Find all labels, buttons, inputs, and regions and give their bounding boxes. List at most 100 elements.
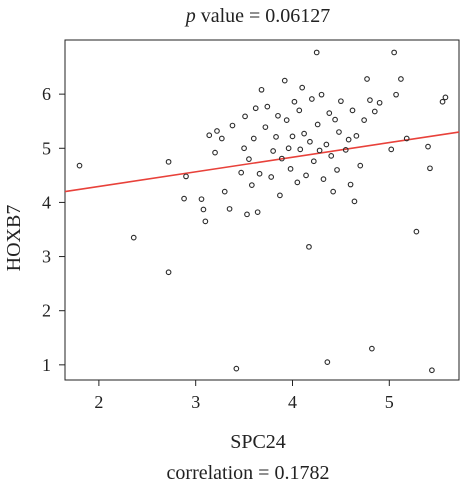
y-tick-label: 1 [42, 355, 51, 375]
data-point [252, 105, 259, 112]
data-point [241, 145, 247, 152]
data-point [345, 136, 352, 143]
data-point [398, 76, 404, 82]
data-point [277, 192, 283, 199]
data-point [264, 103, 271, 110]
data-point [303, 172, 309, 179]
x-tick-label: 4 [288, 392, 297, 412]
data-point [130, 234, 137, 241]
data-point [278, 155, 285, 162]
data-point [296, 107, 303, 114]
data-point [165, 158, 172, 165]
data-point [289, 133, 296, 140]
data-point [281, 77, 288, 84]
data-point [242, 113, 248, 120]
data-point [314, 121, 321, 128]
data-point [310, 158, 317, 165]
data-point [287, 166, 294, 172]
data-point [351, 198, 358, 205]
x-axis: 2 3 4 5 [94, 380, 394, 412]
data-point [313, 49, 320, 56]
data-point [332, 116, 338, 123]
data-point [200, 206, 207, 213]
data-point [244, 211, 250, 218]
x-tick-label: 2 [94, 392, 103, 412]
data-point [283, 117, 290, 123]
data-point [413, 228, 420, 235]
x-tick-label: 5 [385, 392, 394, 412]
data-point [309, 96, 315, 102]
data-point [427, 165, 433, 172]
data-point [165, 269, 172, 276]
data-point [307, 138, 313, 145]
data-point [256, 170, 263, 177]
data-point [347, 181, 354, 188]
data-point [324, 359, 331, 365]
data-point [330, 188, 337, 195]
chart-title-p: p [184, 5, 196, 27]
data-point [299, 84, 306, 91]
data-point [198, 196, 205, 203]
data-point [371, 108, 378, 115]
fit-line-layer [64, 131, 460, 193]
data-point [353, 132, 360, 139]
data-point [254, 209, 261, 216]
data-point [248, 182, 255, 188]
x-tick-label: 3 [191, 392, 200, 412]
data-point [206, 132, 213, 139]
data-point [301, 130, 307, 137]
data-point [229, 122, 236, 129]
data-point [364, 76, 370, 82]
data-point [285, 145, 292, 152]
data-point [403, 135, 410, 142]
data-point [318, 91, 325, 98]
data-point [376, 99, 383, 106]
data-point [336, 129, 342, 135]
x-axis-label: SPC24 [230, 431, 286, 453]
data-point [320, 176, 327, 182]
data-point [275, 112, 281, 119]
data-point [326, 110, 333, 116]
data-point [439, 98, 446, 105]
y-tick-label: 5 [42, 138, 51, 158]
y-axis-label: HOXB7 [3, 205, 25, 272]
data-point [270, 148, 276, 154]
data-point [306, 243, 312, 250]
data-point [357, 162, 364, 169]
data-point [367, 97, 373, 103]
data-point [338, 98, 344, 105]
data-point [214, 128, 220, 134]
chart-title: p value = 0.06127 [184, 5, 331, 27]
data-point [233, 365, 240, 372]
y-tick-label: 4 [42, 192, 51, 212]
data-point [429, 367, 435, 374]
data-point [238, 169, 245, 176]
data-point [391, 49, 397, 56]
data-point [291, 98, 298, 105]
data-point [297, 146, 304, 153]
data-point [218, 135, 225, 142]
data-point [349, 107, 356, 114]
data-point [323, 141, 330, 148]
data-point [183, 173, 189, 180]
data-point [246, 156, 252, 162]
data-point [369, 345, 375, 352]
data-point [342, 147, 349, 153]
points-layer [76, 49, 449, 374]
data-point [258, 86, 265, 93]
data-point [442, 94, 449, 101]
y-tick-label: 3 [42, 247, 51, 267]
data-point [212, 149, 218, 156]
data-point [76, 162, 83, 169]
data-point [273, 134, 279, 140]
data-point [181, 195, 187, 202]
data-point [393, 91, 399, 98]
data-point [425, 143, 431, 150]
correlation-label: correlation = 0.1782 [167, 462, 330, 484]
fit-line [64, 131, 460, 193]
data-point [262, 124, 269, 131]
data-point [316, 147, 323, 154]
data-point [226, 206, 233, 212]
